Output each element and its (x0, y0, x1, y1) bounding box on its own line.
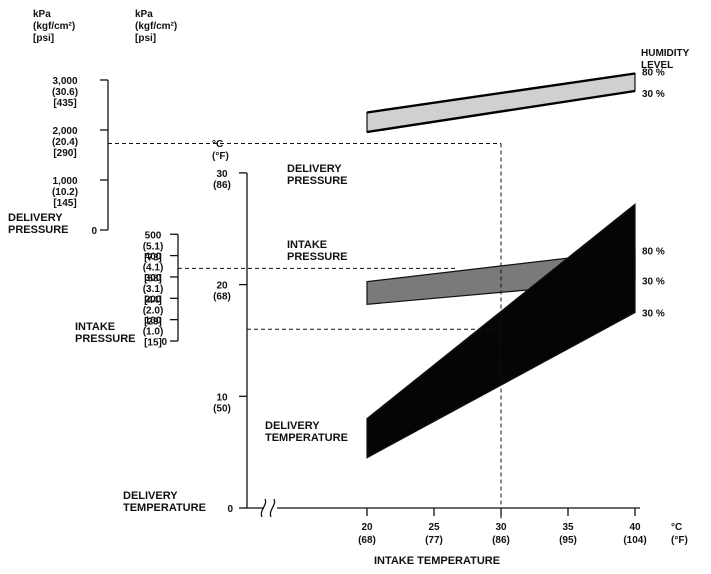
delivery-pressure-title-line-2: PRESSURE (8, 224, 69, 236)
delivery-temperature-tick-label-10-line-2: (50) (213, 403, 231, 414)
intake-pressure-tick-label-300-line-3: [44] (144, 295, 162, 306)
intake-pressure-unit-line-1: kPa (135, 9, 153, 20)
humidity-level-header-line-1: HUMIDITY (641, 48, 690, 59)
intake-pressure-title-line-2: PRESSURE (75, 333, 136, 345)
intake-pressure-tick-label-500-line-3: [73] (144, 252, 162, 263)
band-label-delivery_temperature-line-2: TEMPERATURE (265, 432, 348, 444)
humidity-label-lower-delivery_temperature: 30 % (642, 309, 665, 320)
x-axis-break-mark-1 (260, 498, 267, 518)
delivery-temperature-unit-line-1: °C (212, 139, 223, 150)
delivery-pressure-tick-label-2000-line-3: [290] (53, 148, 76, 159)
delivery-pressure-tick-label-1000-line-1: 1,000 (52, 176, 77, 187)
band-delivery_temperature (366, 202, 636, 459)
intake-pressure-tick-label-100-line-2: (1.0) (143, 327, 164, 338)
reference-guides (108, 143, 502, 520)
delivery-pressure-tick-label-3000-line-1: 3,000 (52, 76, 77, 87)
humidity-label-lower-delivery_pressure: 30 % (642, 89, 665, 100)
delivery-temperature-unit-line-2: (°F) (212, 151, 229, 162)
band-label-intake_pressure-line-1: INTAKE (287, 239, 327, 251)
delivery-pressure-tick-label-1000-line-2: (10.2) (52, 187, 78, 198)
delivery-temperature-tick-label-20-line-1: 20 (216, 281, 228, 292)
intake-pressure-unit-line-2: (kgf/cm²) (135, 21, 177, 32)
x-tick-label-25-line-1: 25 (428, 522, 440, 533)
band-delivery_pressure (366, 72, 636, 133)
x-tick-label-35-line-1: 35 (562, 522, 574, 533)
band-label-delivery_pressure-line-1: DELIVERY (287, 163, 342, 175)
band-lower-line-delivery_pressure (366, 89, 636, 134)
band-upper-line-delivery_pressure (366, 72, 636, 114)
x-tick-label-35-line-2: (95) (559, 535, 577, 546)
band-label-delivery_pressure-line-2: PRESSURE (287, 175, 348, 187)
delivery-temperature-tick-label-10-line-1: 10 (216, 392, 228, 403)
x-axis-break-mark-2 (269, 498, 276, 518)
x-tick-label-30-line-2: (86) (492, 535, 510, 546)
intake-pressure-tick-label-400-line-1: 400 (145, 252, 162, 263)
delivery-pressure-unit-line-1: kPa (33, 9, 51, 20)
x-tick-label-40-line-2: (104) (623, 535, 646, 546)
intake-pressure-tick-label-100-line-3: [15] (144, 338, 162, 349)
intake-pressure-tick-label-200-line-3: [29] (144, 316, 162, 327)
intake-pressure-tick-label-0: 0 (161, 337, 167, 348)
delivery-pressure-title-line-1: DELIVERY (8, 212, 63, 224)
intake-pressure-tick-label-200-line-1: 200 (145, 294, 162, 305)
band-label-delivery_temperature-line-1: DELIVERY (265, 420, 320, 432)
delivery-temperature-tick-label-0: 0 (227, 504, 233, 515)
delivery-temperature-title-line-2: TEMPERATURE (123, 502, 206, 514)
delivery-pressure-unit-line-2: (kgf/cm²) (33, 21, 75, 32)
intake-pressure-title-line-1: INTAKE (75, 321, 115, 333)
intake-pressure-tick-label-200-line-2: (2.0) (143, 305, 164, 316)
intake-pressure-unit-line-3: [psi] (135, 33, 156, 44)
delivery-pressure-tick-label-2000-line-2: (20.4) (52, 137, 78, 148)
delivery-temperature-tick-label-20-line-2: (68) (213, 292, 231, 303)
x-tick-label-30-line-1: 30 (495, 522, 507, 533)
x-tick-label-20-line-1: 20 (361, 522, 373, 533)
intake-pressure-tick-label-300-line-2: (3.1) (143, 284, 164, 295)
intake-pressure-tick-label-400-line-3: [58] (144, 274, 162, 285)
humidity-label-upper-intake_pressure: 80 % (642, 246, 665, 257)
x-tick-label-20-line-2: (68) (358, 535, 376, 546)
delivery-pressure-tick-label-2000-line-1: 2,000 (52, 126, 77, 137)
delivery-pressure-unit-line-3: [psi] (33, 33, 54, 44)
delivery-pressure-tick-label-3000-line-2: (30.6) (52, 87, 78, 98)
axes (100, 79, 640, 518)
x-unit-label-line-1: °C (671, 522, 682, 533)
intake-pressure-tick-label-500-line-1: 500 (145, 230, 162, 241)
delivery-pressure-tick-label-3000-line-3: [435] (53, 98, 76, 109)
x-axis-title: INTAKE TEMPERATURE (374, 555, 500, 567)
delivery-temperature-tick-label-30-line-2: (86) (213, 180, 231, 191)
delivery-temperature-title-line-1: DELIVERY (123, 490, 178, 502)
delivery-pressure-tick-label-1000-line-3: [145] (53, 198, 76, 209)
x-tick-label-25-line-2: (77) (425, 535, 443, 546)
x-tick-label-40-line-1: 40 (629, 522, 641, 533)
intake-pressure-tick-label-300-line-1: 300 (145, 273, 162, 284)
delivery-temperature-tick-label-30-line-1: 30 (216, 169, 228, 180)
intake-pressure-tick-label-100-line-1: 100 (145, 316, 162, 327)
intake-pressure-tick-label-500-line-2: (5.1) (143, 241, 164, 252)
humidity-label-upper-delivery_pressure: 80 % (642, 68, 665, 79)
humidity-label-lower-intake_pressure: 30 % (642, 276, 665, 287)
band-label-intake_pressure-line-2: PRESSURE (287, 251, 348, 263)
delivery-pressure-tick-label-0: 0 (91, 226, 97, 237)
humidity-level-header-line-2: LEVEL (641, 60, 673, 71)
x-unit-label-line-2: (°F) (671, 535, 688, 546)
labels: kPa(kgf/cm²)[psi]01,000(10.2)[145]2,000(… (8, 9, 690, 567)
intake-pressure-tick-label-400-line-2: (4.1) (143, 263, 164, 274)
